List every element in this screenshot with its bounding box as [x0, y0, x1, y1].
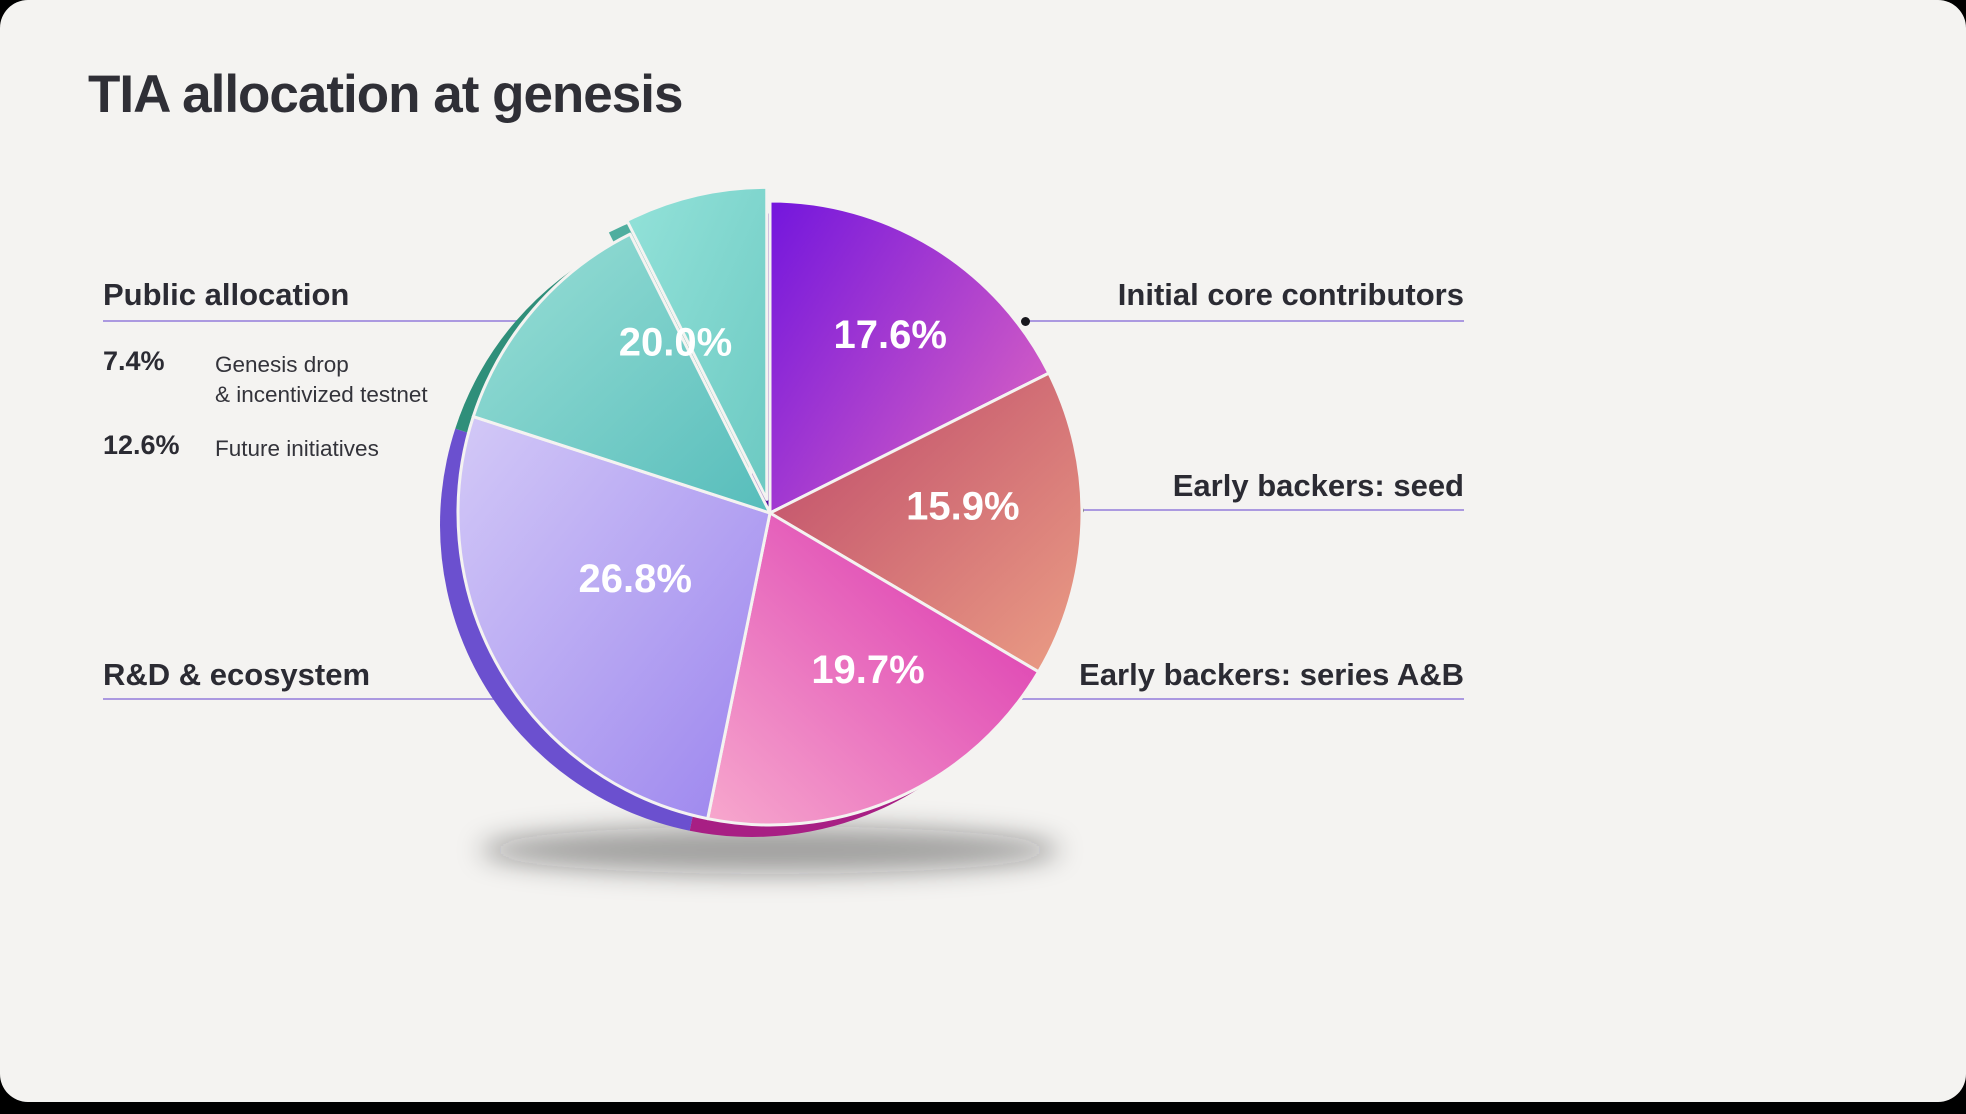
pie-value-label-2: 19.7% [811, 648, 924, 692]
pie-slice-0 [768, 199, 1051, 515]
pie-slice-1 [768, 371, 1084, 674]
callout-rnd-heading: R&D & ecosystem [103, 657, 371, 692]
callout-line-rnd [103, 698, 579, 700]
callout-line-seed [1079, 509, 1464, 511]
public-item-desc-genesis: Genesis drop & incentivized testnet [215, 350, 428, 410]
callout-dot-core [1021, 317, 1030, 326]
public-item-desc-future: Future initiatives [215, 434, 379, 464]
pie-value-label-0: 17.6% [834, 313, 947, 357]
callout-line-public [103, 320, 547, 322]
pie-value-label-4: 20.0% [619, 320, 732, 364]
pie-slice-3 [456, 415, 772, 821]
public-item-pct-genesis: 7.4% [103, 346, 165, 376]
callout-line-series-ab [988, 698, 1464, 700]
callout-core-contributors-heading: Initial core contributors [1117, 277, 1464, 312]
pie-slice-4 [471, 232, 772, 515]
pie-value-label-3: 26.8% [578, 557, 691, 601]
callout-series-ab-heading: Early backers: series A&B [1079, 657, 1464, 692]
chart-title: TIA allocation at genesis [88, 65, 683, 124]
desc-line-1: Future initiatives [215, 436, 379, 461]
pie-slice-5 [625, 185, 769, 501]
callout-line-core [1025, 320, 1464, 322]
pie-value-label-1: 15.9% [906, 484, 1019, 528]
desc-line-2: & incentivized testnet [215, 382, 428, 407]
public-item-pct-future: 12.6% [103, 430, 180, 460]
callout-public-allocation-heading: Public allocation [103, 277, 350, 312]
pie-slice-2 [706, 511, 1041, 827]
pie-ground-shadow [480, 826, 1060, 874]
callout-seed-heading: Early backers: seed [1172, 468, 1464, 503]
desc-line-1: Genesis drop [215, 352, 349, 377]
pie-chart: 17.6% 15.9% 19.7% 26.8% 20.0% [440, 185, 1084, 874]
